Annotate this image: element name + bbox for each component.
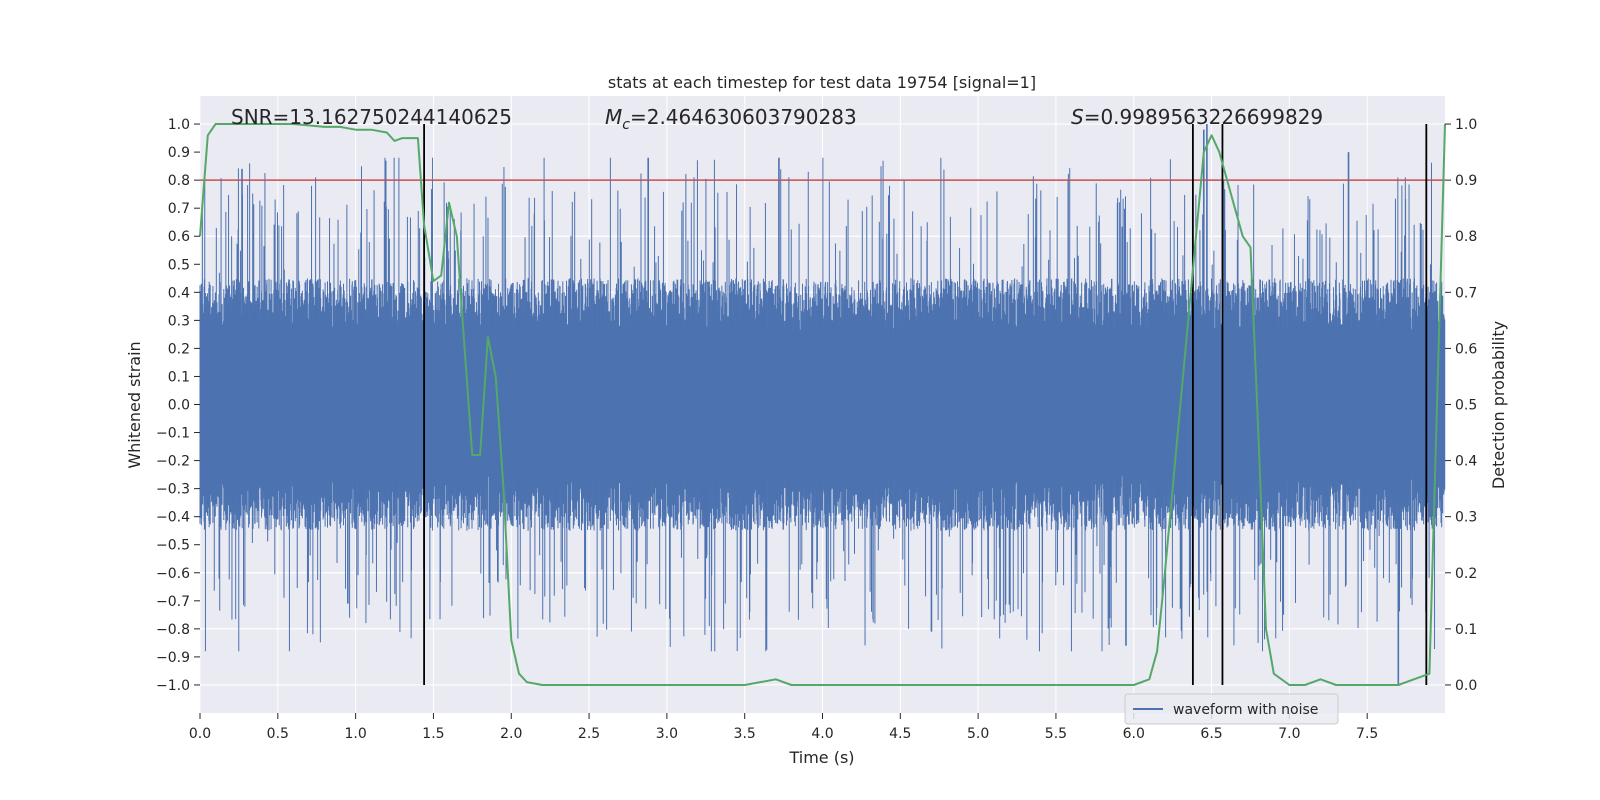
x-axis-ticks: 0.0 0.5 1.0 1.5 2.0 2.5 3.0 3.5 4.0 4.5 5.0 5.5 6.0 6…	[189, 713, 1378, 742]
chart-title: stats at each timestep for test data 197…	[608, 73, 1036, 92]
legend-box	[1124, 693, 1339, 725]
y-tick-label: 0.6	[168, 229, 190, 245]
y2-tick-label: 0.4	[1455, 454, 1477, 470]
x-tick-label: 4.5	[889, 726, 911, 742]
y-tick-label: −0.7	[156, 594, 190, 610]
y-tick-label: 0.8	[168, 173, 190, 189]
y-tick-label: −0.6	[156, 566, 190, 582]
x-tick-label: 2.5	[578, 726, 600, 742]
y-tick-label: 0.1	[168, 369, 190, 385]
x-tick-label: 3.5	[734, 726, 756, 742]
chirp-mass-annotation: Mc=2.464630603790283	[605, 105, 857, 133]
x-tick-label: 0.5	[267, 726, 289, 742]
x-tick-label: 3.0	[656, 726, 678, 742]
y2-tick-label: 0.5	[1455, 398, 1477, 414]
y-axis-right-ticks: 0.0 0.1 0.2 0.3 0.4 0.5 0.6 0.7 0.8 0.9 1.0	[1445, 117, 1477, 694]
x-tick-label: 1.0	[344, 726, 366, 742]
x-tick-label: 7.5	[1356, 726, 1378, 742]
y2-tick-label: 0.9	[1455, 173, 1477, 189]
y2-tick-label: 0.1	[1455, 622, 1477, 638]
legend-label: waveform with noise	[1173, 702, 1318, 718]
y-tick-label: 0.0	[168, 398, 190, 414]
y2-tick-label: 0.0	[1455, 678, 1477, 694]
snr-annotation: SNR=13.162750244140625	[231, 105, 512, 129]
y-tick-label: 1.0	[168, 117, 190, 133]
x-axis-label: Time (s)	[788, 748, 854, 767]
s-symbol: S	[1071, 105, 1084, 129]
probability-line	[199, 123, 1446, 686]
y-tick-label: 0.9	[168, 145, 190, 161]
y-tick-label: −0.4	[156, 510, 190, 526]
y-axis-left-ticks: −1.0 −0.9 −0.8 −0.7 −0.6 −0.5 −0.4 −0.3 −0.2 −0.1…	[156, 117, 200, 694]
y-tick-label: −0.2	[156, 454, 190, 470]
waveform-series	[199, 124, 1446, 685]
y2-tick-label: 0.7	[1455, 285, 1477, 301]
y-tick-label: −0.9	[156, 650, 190, 666]
y2-tick-label: 0.3	[1455, 510, 1477, 526]
chirp-mass-symbol: M	[605, 105, 622, 129]
y2-axis-label: Detection probability	[1489, 321, 1508, 489]
y-axis-label: Whitened strain	[125, 341, 144, 468]
probability-series	[199, 123, 1446, 686]
x-tick-label: 7.0	[1278, 726, 1300, 742]
x-tick-label: 4.0	[811, 726, 833, 742]
y-tick-label: 0.5	[168, 257, 190, 273]
x-tick-label: 0.0	[189, 726, 211, 742]
y2-tick-label: 0.6	[1455, 341, 1477, 357]
y-tick-label: −0.3	[156, 482, 190, 498]
x-tick-label: 6.0	[1123, 726, 1145, 742]
y-tick-label: −1.0	[156, 678, 190, 694]
y-tick-label: −0.1	[156, 426, 190, 442]
y-tick-label: 0.7	[168, 201, 190, 217]
y-tick-label: −0.5	[156, 538, 190, 554]
x-tick-label: 2.0	[500, 726, 522, 742]
y-tick-label: 0.3	[168, 313, 190, 329]
chirp-mass-subscript: c	[622, 117, 630, 133]
s-annotation: S=0.9989563226699829	[1071, 105, 1323, 129]
y-tick-label: 0.2	[168, 341, 190, 357]
y-tick-label: −0.8	[156, 622, 190, 638]
x-tick-label: 5.5	[1045, 726, 1067, 742]
y2-tick-label: 0.2	[1455, 566, 1477, 582]
x-tick-label: 6.5	[1200, 726, 1222, 742]
x-tick-label: 1.5	[422, 726, 444, 742]
y2-tick-label: 0.8	[1455, 229, 1477, 245]
y-tick-label: 0.4	[168, 285, 190, 301]
x-tick-label: 5.0	[967, 726, 989, 742]
chirp-mass-value: =2.464630603790283	[630, 105, 857, 129]
y2-tick-label: 1.0	[1455, 117, 1477, 133]
legend: waveform with noise	[1124, 693, 1339, 725]
s-value: =0.9989563226699829	[1084, 105, 1323, 129]
